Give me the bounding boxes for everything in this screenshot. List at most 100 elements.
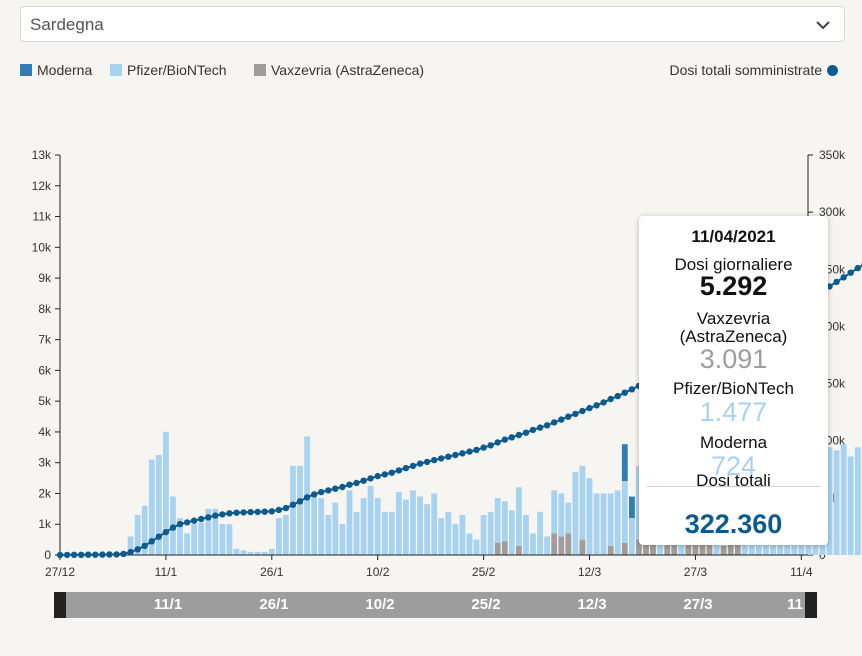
bar-segment [501, 541, 508, 555]
x-tick-label: 12/3 [578, 565, 602, 579]
bar-segment [226, 524, 233, 555]
cumulative-point [226, 510, 233, 517]
bar-segment [614, 490, 621, 555]
cumulative-point [134, 546, 141, 553]
bar-segment [205, 508, 212, 555]
legend-label-pfizer: Pfizer/BioNTech [127, 62, 227, 78]
legend-item-total-doses[interactable]: Dosi totali somministrate [670, 62, 838, 78]
bar-segment [607, 545, 614, 555]
bar-segment [727, 544, 734, 555]
bar-segment [565, 502, 572, 534]
bar-segment [396, 491, 402, 555]
cumulative-point [162, 528, 170, 536]
bar-segment [141, 505, 148, 555]
cumulative-point [219, 511, 226, 518]
bar-segment [530, 533, 536, 555]
cumulative-point [388, 469, 395, 476]
cumulative-point [198, 515, 205, 523]
y-tick-label-right: 350k [819, 148, 846, 162]
chart-tooltip: 11/04/2021 Dosi totali Dosi giornaliere … [639, 216, 828, 545]
cumulative-point [141, 542, 148, 550]
brush-label: 27/3 [683, 596, 713, 613]
bar-segment [424, 504, 430, 555]
y-tick-label-left: 12k [32, 179, 52, 193]
bar-segment [621, 542, 628, 555]
legend-item-moderna[interactable]: Moderna [20, 62, 92, 78]
vaccination-chart[interactable]: 01k2k3k4k5k6k7k8k9k10k11k12k13k050k100k1… [0, 0, 862, 590]
time-brush[interactable]: 11/1 26/1 10/2 25/2 12/3 27/3 11 [54, 592, 817, 618]
bar-segment [410, 490, 416, 555]
bar-segment [318, 498, 325, 555]
bar-segment [247, 551, 254, 555]
cumulative-point [459, 450, 466, 457]
cumulative-point [296, 498, 304, 505]
bar-segment [847, 456, 854, 555]
chevron-down-icon[interactable] [814, 16, 832, 34]
y-tick-label-left: 2k [38, 486, 52, 500]
bar-segment [374, 498, 381, 555]
bar-segment [558, 536, 565, 555]
bar-segment [134, 515, 141, 555]
bar-segment [516, 487, 522, 546]
bar-segment [148, 459, 155, 555]
bar-segment [572, 471, 579, 555]
cumulative-point [346, 481, 353, 488]
tooltip-moderna-value: 724 [710, 451, 757, 481]
cumulative-point [99, 551, 106, 558]
bar-segment [297, 465, 303, 555]
cumulative-point [120, 550, 127, 558]
bar-segment [565, 533, 572, 555]
bar-segment [127, 536, 134, 555]
cumulative-point [169, 524, 177, 531]
cumulative-point [431, 456, 438, 464]
cumulative-point [183, 519, 191, 526]
bar-segment [854, 447, 861, 555]
bar-segment [833, 450, 840, 555]
y-tick-label-left: 3k [38, 456, 52, 470]
cumulative-point [840, 274, 847, 281]
legend-dot-total-doses [827, 65, 838, 76]
cumulative-point [572, 410, 579, 418]
cumulative-point [311, 491, 318, 498]
bar-segment [593, 493, 600, 555]
bar-segment [558, 493, 565, 537]
y-tick-label-left: 0 [44, 548, 51, 562]
bar-segment [586, 478, 593, 555]
brush-handle-left[interactable] [54, 592, 66, 618]
bar-segment [720, 545, 727, 555]
cumulative-point [508, 434, 515, 441]
x-tick-label: 26/1 [260, 565, 284, 579]
cumulative-point [127, 548, 134, 556]
y-tick-label-left: 6k [38, 363, 52, 377]
cumulative-point [318, 488, 325, 496]
bar-segment [431, 493, 438, 555]
bar-segment [403, 499, 409, 555]
tooltip-vaxzevria-label-1: Vaxzevria [696, 309, 771, 328]
cumulative-point [551, 419, 558, 426]
cumulative-point [339, 483, 346, 491]
bar-segment [184, 533, 190, 555]
brush-handle-right[interactable] [805, 592, 817, 618]
legend-item-vaxzevria[interactable]: Vaxzevria (AstraZeneca) [254, 62, 424, 78]
legend-swatch-vaxzevria [254, 64, 266, 76]
tooltip-pfizer-label: Pfizer/BioNTech [673, 379, 794, 398]
cumulative-point [85, 551, 92, 558]
cumulative-point [614, 392, 621, 400]
cumulative-point [261, 508, 268, 515]
cumulative-point [565, 413, 572, 420]
tooltip-daily-value: 5.292 [699, 271, 768, 301]
bar-segment [600, 493, 607, 555]
brush-label: 11/1 [153, 596, 183, 613]
cumulative-point [233, 509, 240, 516]
bar-segment [191, 524, 197, 555]
x-tick-label: 27/3 [684, 565, 708, 579]
region-select[interactable]: Sardegna [20, 6, 845, 42]
legend-item-pfizer[interactable]: Pfizer/BioNTech [110, 62, 227, 78]
x-tick-label: 27/12 [45, 565, 75, 579]
cumulative-point [438, 455, 445, 462]
brush-label: 26/1 [259, 596, 289, 613]
cumulative-point [445, 453, 452, 460]
bar-segment [508, 510, 515, 555]
y-tick-label-right: 300k [819, 205, 846, 219]
cumulative-point [558, 416, 565, 423]
